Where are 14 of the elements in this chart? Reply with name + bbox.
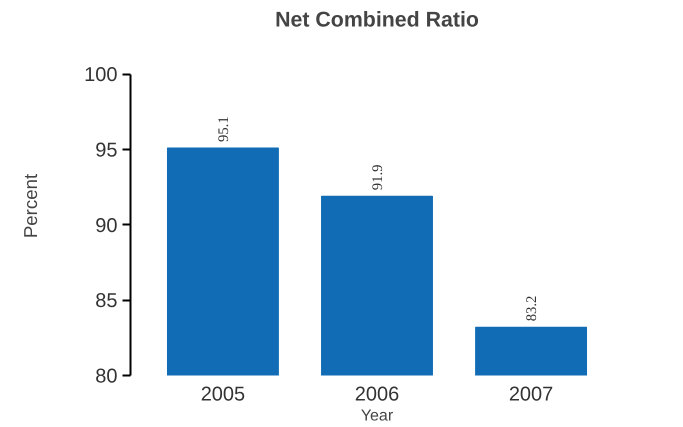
y-axis-title: Percent	[20, 173, 42, 238]
y-tick-label: 80	[95, 366, 118, 388]
x-tick-label: 2007	[508, 384, 554, 406]
data-label: 95.1	[216, 116, 232, 142]
y-tick-label: 95	[95, 140, 118, 162]
y-tick-label: 85	[95, 290, 118, 312]
data-label: 83.2	[524, 296, 540, 322]
x-axis-title: Year	[360, 408, 394, 424]
y-tick-label: 100	[84, 64, 118, 86]
y-tick-label: 90	[95, 214, 118, 237]
chart-title: Net Combined Ratio	[275, 8, 479, 32]
x-tick-label: 2005	[200, 384, 246, 406]
x-tick-label: 2006	[354, 384, 400, 406]
data-label: 91.9	[370, 164, 386, 190]
